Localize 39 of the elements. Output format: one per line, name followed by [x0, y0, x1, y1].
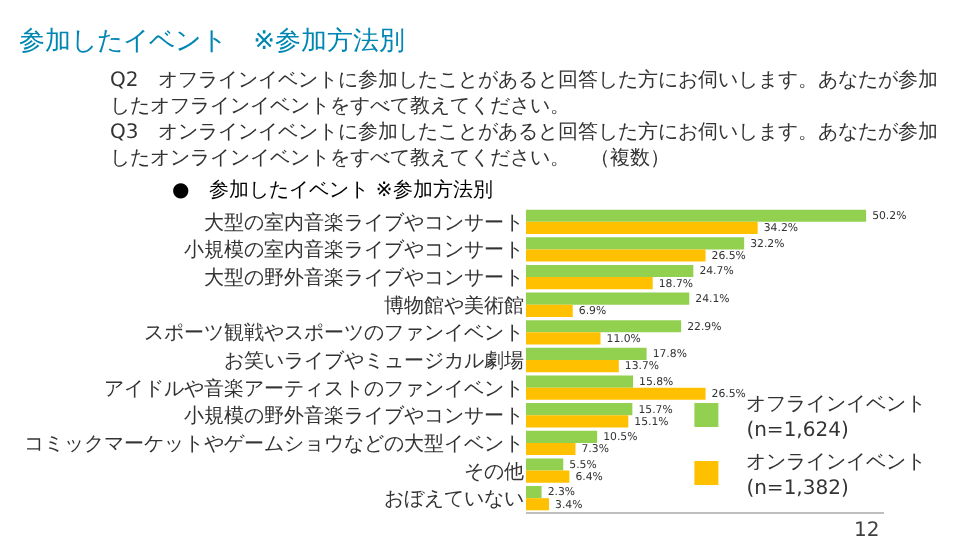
y-tick-label: お笑いライブやミュージカル劇場 — [224, 349, 524, 373]
bar — [526, 458, 564, 471]
bar — [526, 249, 706, 262]
bar — [526, 277, 653, 290]
y-tick-label: その他 — [464, 459, 524, 484]
bar — [526, 375, 634, 388]
y-tick-label: スポーツ観戦やスポーツのファンイベント — [144, 321, 524, 346]
legend-label: オンラインイベント (n=1,382) — [746, 451, 927, 500]
chart-subtitle: Q2 オフラインイベントに参加したことがあると回答した方にお伺いします。あなたが参加したオフラインイベントをすべて教えてください。 Q3 オンラインイベントに参加したことがあると回答した方にお伺いします。あなたが参加したオンラインイベントをすべて教えてください。 （複数） — [110, 68, 939, 170]
bar — [526, 442, 576, 456]
bar — [526, 403, 633, 416]
y-tick-label: 小規模の野外音楽ライブやコンサート — [184, 404, 524, 429]
bar — [526, 304, 573, 317]
bar — [526, 430, 598, 443]
bar — [526, 264, 694, 278]
bar — [526, 292, 690, 305]
y-tick-label: おぼえていない — [384, 489, 524, 512]
bar — [526, 387, 706, 400]
bar — [526, 221, 758, 234]
bar — [526, 486, 542, 499]
bar — [526, 415, 629, 428]
bar — [526, 347, 647, 360]
bar — [526, 470, 570, 483]
y-tick-label: コミックマーケットやゲームショウなどの大型イベント — [24, 431, 524, 456]
text: ● 参加したイベント ※参加方法別 — [172, 178, 493, 202]
y-tick-label: 大型の野外音楽ライブやコンサート — [204, 266, 524, 291]
y-tick-label: 大型の室内音楽ライブやコンサート — [204, 210, 524, 235]
bar — [526, 237, 745, 250]
legend-label: オフラインイベント (n=1,624) — [746, 393, 927, 442]
bar — [526, 209, 867, 222]
bar — [526, 498, 550, 511]
y-tick-label: 博物館や美術館 — [384, 293, 524, 318]
bar — [526, 360, 619, 373]
y-tick-label: アイドルや音楽アーティストのファンイベント — [104, 376, 524, 401]
text: 参加したイベント ※参加方法別 — [19, 25, 406, 58]
bar — [526, 332, 601, 345]
text: 12 — [854, 520, 880, 540]
bar — [526, 320, 682, 333]
y-tick-label: 小規模の室内音楽ライブやコンサート — [184, 238, 524, 263]
